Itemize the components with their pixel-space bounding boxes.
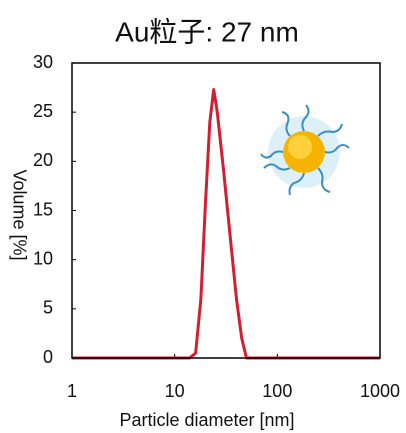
y-axis-label: Volume [%] — [9, 169, 29, 260]
x-tick-label: 100 — [262, 381, 292, 401]
x-axis-label: Particle diameter [nm] — [119, 410, 294, 430]
y-tick-label: 10 — [33, 248, 53, 268]
x-tick-label: 1 — [67, 381, 77, 401]
data-line — [72, 88, 380, 360]
y-tick-label: 0 — [43, 347, 53, 367]
x-tick-label: 1000 — [360, 381, 400, 401]
y-tick-label: 30 — [33, 52, 53, 72]
y-tick-label: 25 — [33, 101, 53, 121]
x-tick-label: 10 — [165, 381, 185, 401]
chart-title: Au粒子: 27 nm — [115, 16, 299, 47]
y-tick-label: 5 — [43, 298, 53, 318]
plot-frame — [71, 62, 381, 359]
nanoparticle-icon — [260, 104, 350, 196]
y-tick-label: 20 — [33, 150, 53, 170]
y-tick-label: 15 — [33, 199, 53, 219]
